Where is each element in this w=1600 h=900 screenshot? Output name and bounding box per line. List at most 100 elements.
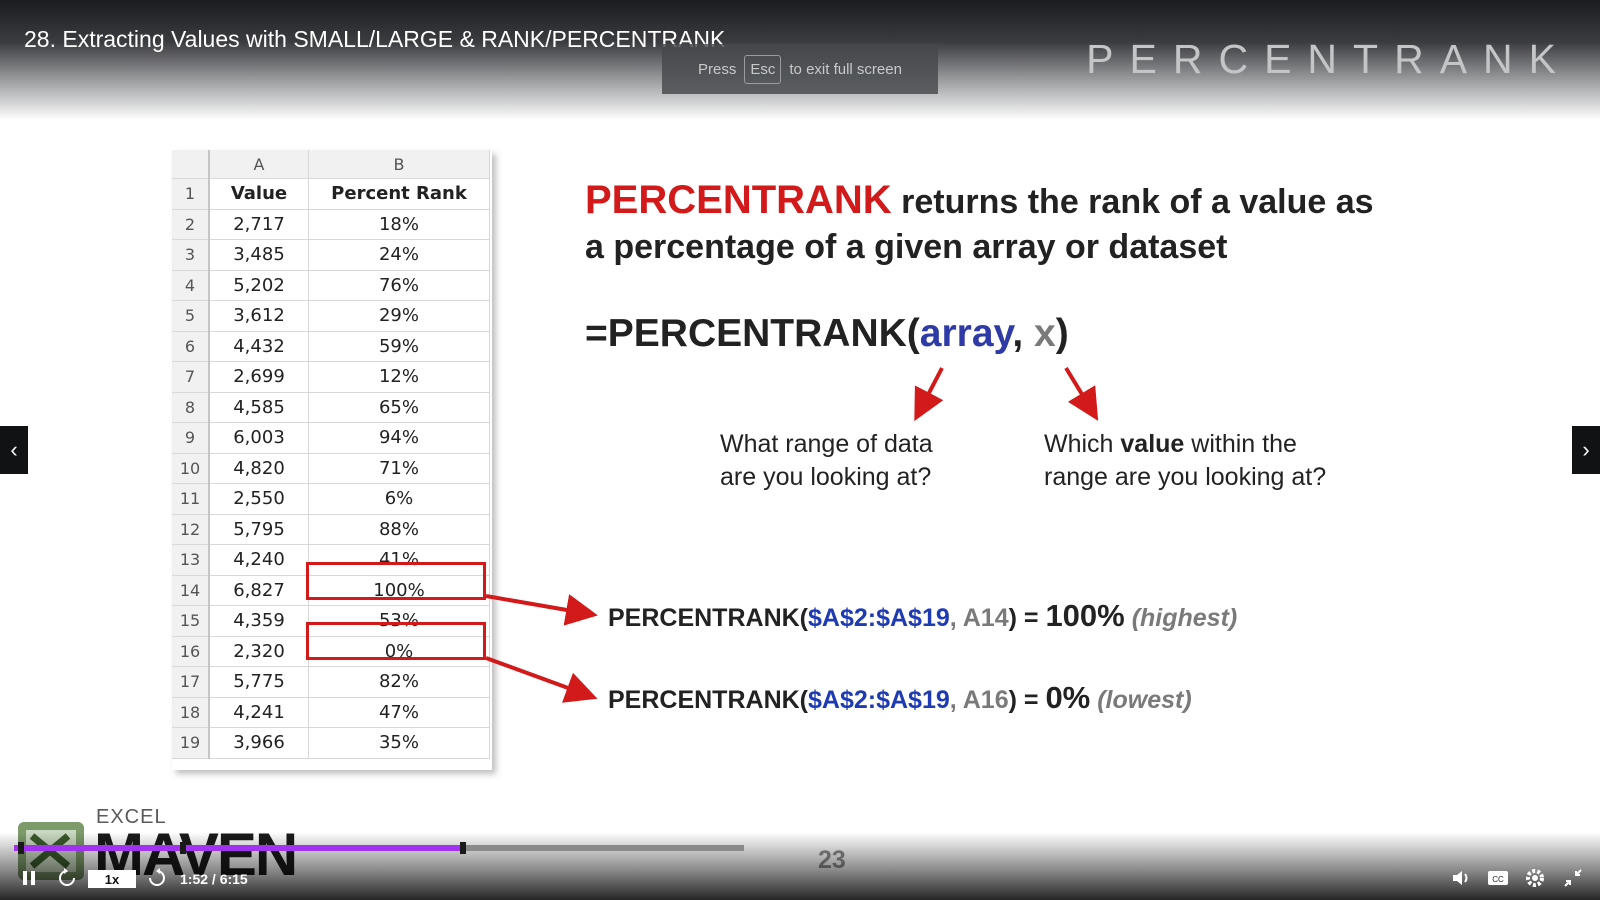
row-number: 8 xyxy=(172,392,210,423)
row-number: 16 xyxy=(172,636,210,667)
table-row: 4 5,202 76% xyxy=(172,270,490,301)
value-cell: 4,432 xyxy=(209,331,309,362)
table-row: 15 4,359 53% xyxy=(172,605,490,637)
highlight-box-row-14 xyxy=(306,562,486,600)
annotation-x-pre: Which xyxy=(1044,430,1121,458)
value-cell: 3,966 xyxy=(209,727,309,759)
esc-key: Esc xyxy=(744,54,782,84)
pause-button[interactable] xyxy=(18,866,40,890)
row-number: 10 xyxy=(172,453,210,484)
value-cell: 2,699 xyxy=(209,361,309,393)
arrow-to-x-annotation xyxy=(1064,366,1099,421)
example-comma: , xyxy=(949,686,963,714)
spreadsheet: A B 1 Value Percent Rank 2 2,717 18% 3 3,485… xyxy=(172,150,492,770)
chevron-right-icon: › xyxy=(1582,437,1590,462)
percent-rank-cell: 100% xyxy=(308,575,490,606)
row-number: 19 xyxy=(172,727,210,759)
volume-icon xyxy=(1453,871,1468,885)
value-cell: 5,202 xyxy=(209,270,309,301)
formula-separator: , xyxy=(1012,312,1034,355)
row-number: 11 xyxy=(172,483,210,515)
annotation-x: Which value within the range are you loo… xyxy=(1044,428,1326,494)
column-header-row: A B xyxy=(172,150,490,179)
row-number: 12 xyxy=(172,514,210,545)
time-display: 1:52 / 6:15 xyxy=(180,871,248,887)
percentrank-description: PERCENTRANK returns the rank of a value … xyxy=(585,178,1374,270)
value-cell: 4,359 xyxy=(209,605,309,637)
arrow-row14-to-example xyxy=(485,594,598,626)
percent-rank-header: Percent Rank xyxy=(308,178,490,210)
playback-speed-button[interactable]: 1x xyxy=(88,870,136,888)
description-keyword: PERCENTRANK xyxy=(585,178,892,222)
table-row: 12 5,795 88% xyxy=(172,514,490,545)
highlight-box-row-16 xyxy=(306,622,486,660)
example-note: (highest) xyxy=(1131,604,1238,632)
example-close: ) = xyxy=(1008,604,1046,632)
formula-arg-array: array xyxy=(919,312,1013,355)
percent-rank-cell: 82% xyxy=(308,666,490,698)
row-number: 2 xyxy=(172,209,210,240)
percent-rank-cell: 18% xyxy=(308,209,490,240)
progress-handle[interactable] xyxy=(460,842,466,854)
table-row: 2 2,717 18% xyxy=(172,209,490,240)
example-result: 0% xyxy=(1045,680,1091,715)
forward-button[interactable] xyxy=(146,866,168,890)
captions-button[interactable]: CC xyxy=(1486,866,1510,890)
next-slide-button[interactable]: › xyxy=(1572,426,1600,474)
settings-button[interactable] xyxy=(1524,866,1546,890)
row-number: 13 xyxy=(172,544,210,576)
table-row: 10 4,820 71% xyxy=(172,453,490,484)
chevron-left-icon: ‹ xyxy=(10,437,18,462)
formula-suffix: ) xyxy=(1055,312,1069,355)
annotation-x-line2: range are you looking at? xyxy=(1044,463,1327,491)
formula-syntax: =PERCENTRANK(array, x) xyxy=(585,312,1069,356)
corner-cell xyxy=(172,150,210,179)
annotation-x-bold: value xyxy=(1120,430,1185,458)
volume-button[interactable] xyxy=(1450,866,1472,890)
arrow-to-array-annotation xyxy=(914,367,944,422)
example-comma: , xyxy=(949,604,963,632)
percent-rank-cell: 65% xyxy=(308,392,490,423)
table-row: 7 2,699 12% xyxy=(172,361,490,393)
formula-arg-x: x xyxy=(1033,312,1056,355)
table-row: 13 4,240 41% xyxy=(172,544,490,576)
previous-slide-button[interactable]: ‹ xyxy=(0,426,28,474)
annotation-array-line2: are you looking at? xyxy=(720,463,932,491)
value-header: Value xyxy=(209,178,309,210)
video-title: 28. Extracting Values with SMALL/LARGE &… xyxy=(24,26,726,52)
table-row: 6 4,432 59% xyxy=(172,331,490,362)
value-cell: 6,827 xyxy=(209,575,309,606)
percent-rank-cell: 0% xyxy=(308,636,490,667)
progress-chapter-marker xyxy=(180,842,186,854)
table-row: 16 2,320 0% xyxy=(172,636,490,667)
example-close: ) = xyxy=(1008,686,1046,714)
row-number: 14 xyxy=(172,575,210,606)
percent-rank-cell: 35% xyxy=(308,727,490,759)
example-fn: PERCENTRANK( xyxy=(608,604,808,632)
description-line2: a percentage of a given array or dataset xyxy=(585,228,1228,266)
table-row: 11 2,550 6% xyxy=(172,483,490,515)
percent-rank-cell: 29% xyxy=(308,300,490,332)
player-control-bar xyxy=(0,832,1600,900)
row-number: 17 xyxy=(172,666,210,698)
svg-text:CC: CC xyxy=(1492,875,1504,884)
rewind-icon xyxy=(59,868,75,886)
annotation-array: What range of data are you looking at? xyxy=(720,428,933,494)
table-row: 14 6,827 100% xyxy=(172,575,490,606)
table-row: 19 3,966 35% xyxy=(172,727,490,759)
progress-fill xyxy=(14,845,463,851)
progress-start-marker xyxy=(18,842,24,854)
fullscreen-hint: Press Esc to exit full screen xyxy=(662,44,938,94)
example-range: $A$2:$A$19 xyxy=(808,686,950,714)
percent-rank-cell: 41% xyxy=(308,544,490,576)
percent-rank-cell: 94% xyxy=(308,422,490,454)
percent-rank-cell: 76% xyxy=(308,270,490,301)
column-header-a: A xyxy=(209,150,309,179)
annotation-array-line1: What range of data xyxy=(720,430,933,458)
exit-fullscreen-icon xyxy=(1564,869,1582,887)
row-number: 5 xyxy=(172,300,210,332)
column-header-b: B xyxy=(308,150,490,179)
exit-fullscreen-button[interactable] xyxy=(1562,866,1584,890)
rewind-button[interactable] xyxy=(56,866,78,890)
value-cell: 5,775 xyxy=(209,666,309,698)
